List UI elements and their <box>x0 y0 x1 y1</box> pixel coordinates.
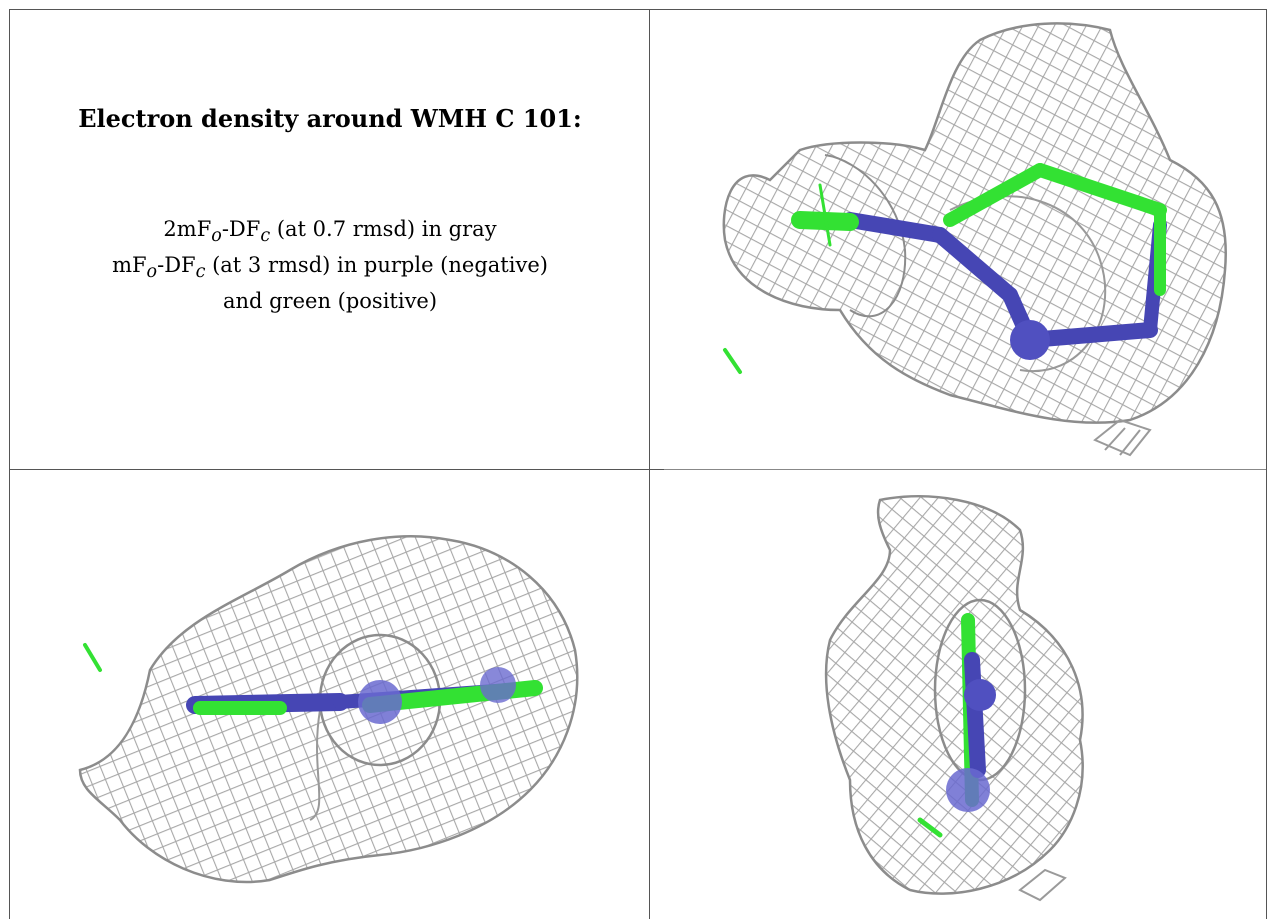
table-border-left <box>9 9 10 919</box>
model-bonds <box>83 643 543 724</box>
density-view-bottom-right <box>650 470 1266 919</box>
density-view-bottom-left <box>10 470 649 919</box>
model-bonds <box>917 613 996 838</box>
density-view-top-right <box>650 10 1266 469</box>
figure-table: Electron density around WMH C 101: 2mFo-… <box>9 9 1267 919</box>
table-border-center <box>649 9 650 919</box>
figure-title: Electron density around WMH C 101: <box>78 104 582 133</box>
table-border-middle-right <box>664 469 1267 470</box>
legend-line-2mfo: 2mFo-DFc (at 0.7 rmsd) in gray <box>163 217 497 247</box>
caption-cell: Electron density around WMH C 101: 2mFo-… <box>10 10 649 469</box>
mesh-gray <box>722 22 1227 457</box>
table-border-top <box>9 9 1267 10</box>
model-bonds <box>723 163 1167 374</box>
table-border-middle-left <box>9 469 664 470</box>
legend-line-positive: and green (positive) <box>222 289 438 314</box>
table-border-right <box>1266 9 1267 919</box>
legend-text: 2mFo-DFc (at 0.7 rmsd) in gray mFo-DFc (… <box>10 215 649 316</box>
mesh-gray <box>824 495 1084 902</box>
legend-line-mfo: mFo-DFc (at 3 rmsd) in purple (negative) <box>112 253 548 283</box>
